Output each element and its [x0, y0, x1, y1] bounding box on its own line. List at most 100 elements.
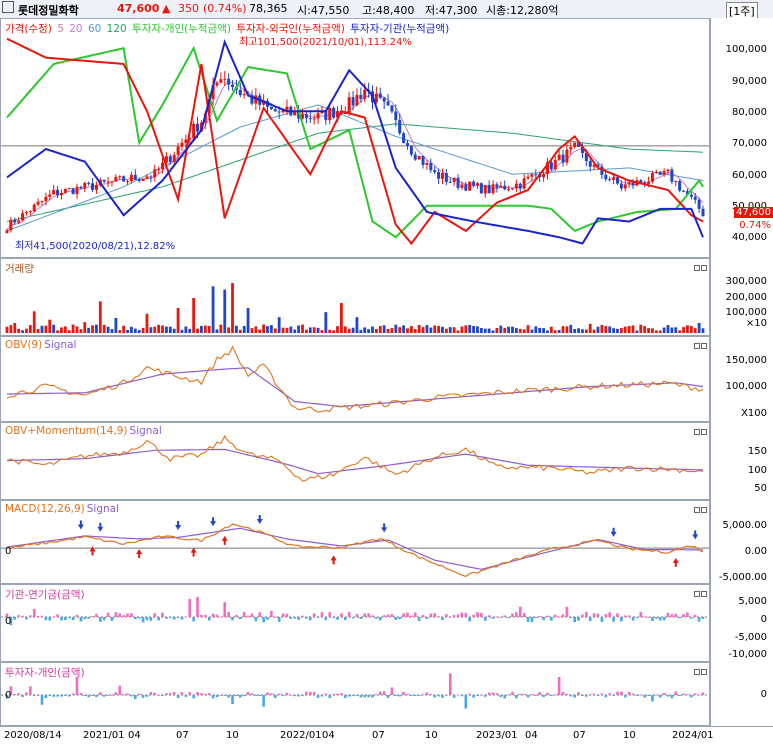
volume-bar: [390, 328, 394, 333]
volume-bar: [429, 327, 433, 333]
minimize-icon[interactable]: [694, 429, 700, 435]
individual-tick: 0: [760, 689, 767, 700]
candle: [534, 174, 538, 176]
flow-bar: [390, 613, 394, 617]
flow-bar: [596, 695, 600, 696]
volume-bar: [421, 327, 425, 333]
candle: [561, 154, 565, 163]
candle: [227, 78, 231, 85]
volume-bar: [56, 330, 59, 333]
flow-bar: [386, 614, 390, 617]
volume-bar: [511, 326, 514, 333]
period-button[interactable]: [1주]: [726, 2, 758, 20]
flow-bar: [627, 615, 631, 617]
close-icon[interactable]: [701, 343, 707, 349]
volume-bar: [363, 327, 367, 333]
volume-bar: [546, 330, 549, 333]
obv-panel: OBV(9) Signal: [0, 336, 710, 422]
legend-foreign: 투자자-외국인(누적금액): [236, 23, 345, 35]
volume-bar: [503, 327, 507, 333]
flow-bar: [565, 606, 569, 617]
volume-bar: [227, 327, 231, 333]
volume-bar: [13, 323, 17, 333]
minimize-icon[interactable]: [694, 265, 700, 271]
flow-bar: [60, 617, 63, 621]
flow-bar: [250, 613, 254, 617]
flow-bar: [530, 617, 534, 623]
flow-bar: [518, 606, 522, 617]
flow-bar: [355, 695, 359, 696]
flow-bar: [507, 694, 510, 696]
volume-bar: [297, 325, 301, 333]
candle: [421, 155, 425, 165]
flow-bar: [75, 676, 79, 695]
minimize-icon[interactable]: [694, 591, 700, 597]
candle: [149, 176, 153, 178]
volume-bar: [137, 330, 141, 333]
minimize-icon[interactable]: [694, 343, 700, 349]
flow-bar: [511, 691, 514, 695]
flow-bar: [56, 614, 59, 617]
flow-bar: [13, 693, 17, 695]
flow-bar: [238, 617, 242, 620]
close-icon[interactable]: [701, 669, 707, 675]
panel-controls[interactable]: [693, 503, 707, 513]
last-price-box: 47,600: [734, 207, 773, 218]
flow-bar: [32, 695, 36, 696]
flow-bar: [40, 695, 44, 705]
x-tick: 10: [226, 730, 239, 741]
flow-bar: [655, 694, 658, 696]
close-icon[interactable]: [701, 265, 707, 271]
volume-bar: [48, 319, 52, 333]
minimize-icon[interactable]: [694, 507, 700, 513]
pension-tick: 5,000: [738, 596, 767, 607]
flow-bar: [460, 695, 464, 697]
candle: [21, 213, 25, 221]
candle: [161, 162, 165, 170]
volume-bar: [180, 329, 184, 333]
flow-bar: [351, 695, 355, 696]
flow-bar: [44, 617, 48, 621]
candle: [211, 85, 215, 100]
pension-chart: [1, 596, 709, 626]
panel-controls[interactable]: [693, 339, 707, 349]
flow-bar: [363, 695, 367, 698]
flow-bar: [468, 617, 472, 622]
stock-name[interactable]: 롯데정밀화학: [18, 4, 79, 17]
flow-bar: [647, 616, 650, 618]
flow-bar: [130, 613, 133, 617]
sell-arrow-icon: [210, 517, 217, 527]
flow-bar: [452, 695, 456, 698]
flow-bar: [495, 693, 499, 695]
candle: [417, 155, 421, 160]
volume-bar: [102, 324, 106, 333]
close-icon[interactable]: [701, 429, 707, 435]
flow-bar: [52, 695, 55, 697]
flow-bar: [192, 695, 195, 699]
window-icon[interactable]: [2, 1, 14, 13]
panel-controls[interactable]: [693, 261, 707, 271]
candle: [514, 183, 518, 189]
panel-controls[interactable]: [693, 587, 707, 597]
flow-bar: [207, 617, 211, 621]
legend-signal: Signal: [129, 425, 162, 437]
panel-controls[interactable]: [693, 425, 707, 435]
obv-chart: [6, 345, 704, 413]
minimize-icon[interactable]: [694, 669, 700, 675]
panel-controls[interactable]: [693, 665, 707, 675]
volume-bar: [378, 325, 382, 333]
candle: [164, 156, 168, 163]
close-icon[interactable]: [701, 591, 707, 597]
flow-bar: [64, 695, 67, 696]
flow-bar: [157, 694, 160, 696]
volume-bar: [612, 328, 615, 333]
flow-bar: [79, 617, 83, 622]
flow-bar: [293, 617, 297, 619]
flow-bar: [106, 612, 110, 617]
close-icon[interactable]: [701, 507, 707, 513]
flow-bar: [410, 695, 413, 696]
volume-bar: [87, 327, 91, 333]
candle: [137, 179, 141, 182]
candle: [378, 93, 382, 98]
flow-bar: [336, 617, 339, 620]
